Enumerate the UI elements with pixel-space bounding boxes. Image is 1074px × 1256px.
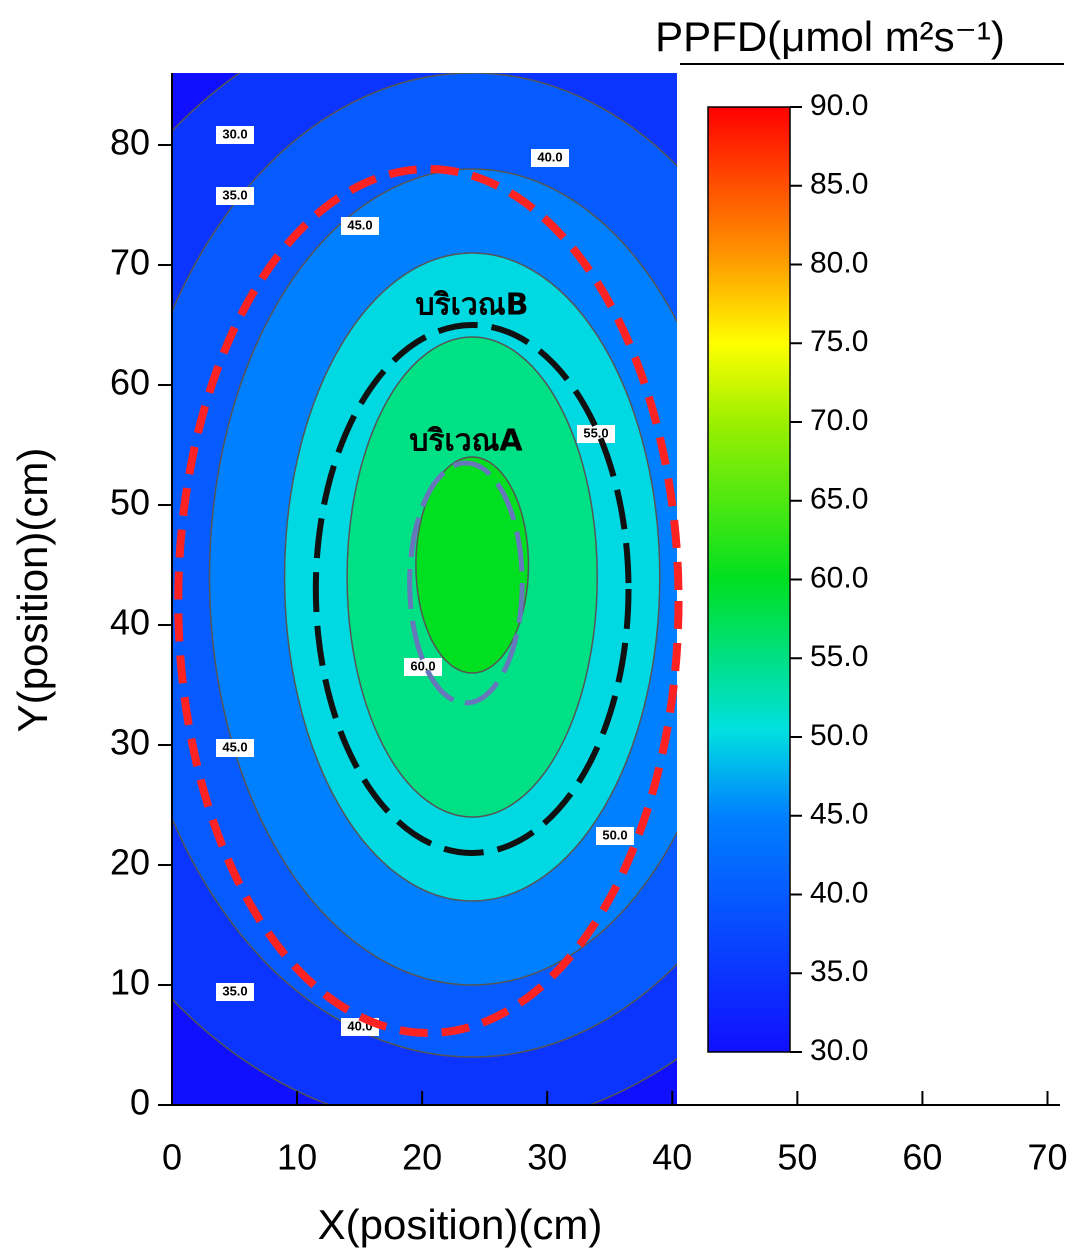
contour-label: 55.0 (583, 425, 608, 440)
contour-label-box (531, 149, 569, 167)
colorbar-tick-label: 55.0 (810, 640, 868, 673)
contour-label-box (216, 187, 254, 205)
colorbar-tick-label: 30.0 (810, 1034, 868, 1067)
colorbar-tick-label: 40.0 (810, 876, 868, 909)
contour-label: 45.0 (347, 217, 372, 232)
x-tick-label: 0 (162, 1137, 182, 1178)
region-a (407, 460, 525, 706)
colorbar-tick-label: 85.0 (810, 168, 868, 201)
colorbar-tick-label: 50.0 (810, 719, 868, 752)
colorbar-tick-label: 60.0 (810, 561, 868, 594)
x-axis-label: X(position)(cm) (318, 1201, 603, 1248)
contour-label: 40.0 (537, 149, 562, 164)
y-tick-label: 20 (110, 842, 150, 883)
y-axis-label: Y(position)(cm) (9, 448, 56, 733)
colorbar-tick-label: 75.0 (810, 325, 868, 358)
chart-title: PPFD(μmol m²s⁻¹) (655, 13, 1005, 60)
contour-label-box (404, 658, 442, 676)
contour-label-box (596, 827, 634, 845)
contour-label: 60.0 (410, 658, 435, 673)
contour-label-box (216, 126, 254, 144)
y-tick-label: 50 (110, 482, 150, 523)
colorbar-tick-label: 35.0 (810, 955, 868, 988)
contour-region (415, 456, 530, 674)
contour-label-box (577, 425, 615, 443)
x-tick-label: 20 (402, 1137, 442, 1178)
x-tick-label: 70 (1027, 1137, 1067, 1178)
y-tick-label: 0 (130, 1082, 150, 1123)
colorbar-tick-label: 80.0 (810, 246, 868, 279)
x-tick-label: 50 (777, 1137, 817, 1178)
colorbar-tick-label: 45.0 (810, 798, 868, 831)
region-b-label: บริเวณB (416, 288, 529, 323)
region-b-outer (174, 165, 683, 1037)
y-tick-label: 60 (110, 362, 150, 403)
contour-label: 30.0 (222, 126, 247, 141)
y-tick-label: 70 (110, 242, 150, 283)
colorbar-tick-label: 90.0 (810, 89, 868, 122)
contour-label-box (216, 983, 254, 1001)
y-tick-label: 80 (110, 122, 150, 163)
contour-label-box (341, 217, 379, 235)
y-tick-label: 10 (110, 962, 150, 1003)
x-tick-label: 30 (527, 1137, 567, 1178)
contour-label-box (216, 739, 254, 757)
y-tick-label: 30 (110, 722, 150, 763)
colorbar (707, 106, 791, 1053)
x-tick-label: 60 (902, 1137, 942, 1178)
colorbar-tick-label: 70.0 (810, 404, 868, 437)
y-tick-label: 40 (110, 602, 150, 643)
colorbar-tick-label: 65.0 (810, 483, 868, 516)
x-tick-label: 40 (652, 1137, 692, 1178)
overlay: 30.035.040.045.055.060.045.050.035.040.0… (174, 126, 683, 1037)
region-a-label: บริเวณA (409, 424, 523, 459)
region-b (312, 322, 632, 856)
contour-label: 35.0 (222, 983, 247, 998)
x-tick-label: 10 (277, 1137, 317, 1178)
contour-label: 35.0 (222, 187, 247, 202)
contour-label: 45.0 (222, 739, 247, 754)
contour-label: 50.0 (602, 827, 627, 842)
